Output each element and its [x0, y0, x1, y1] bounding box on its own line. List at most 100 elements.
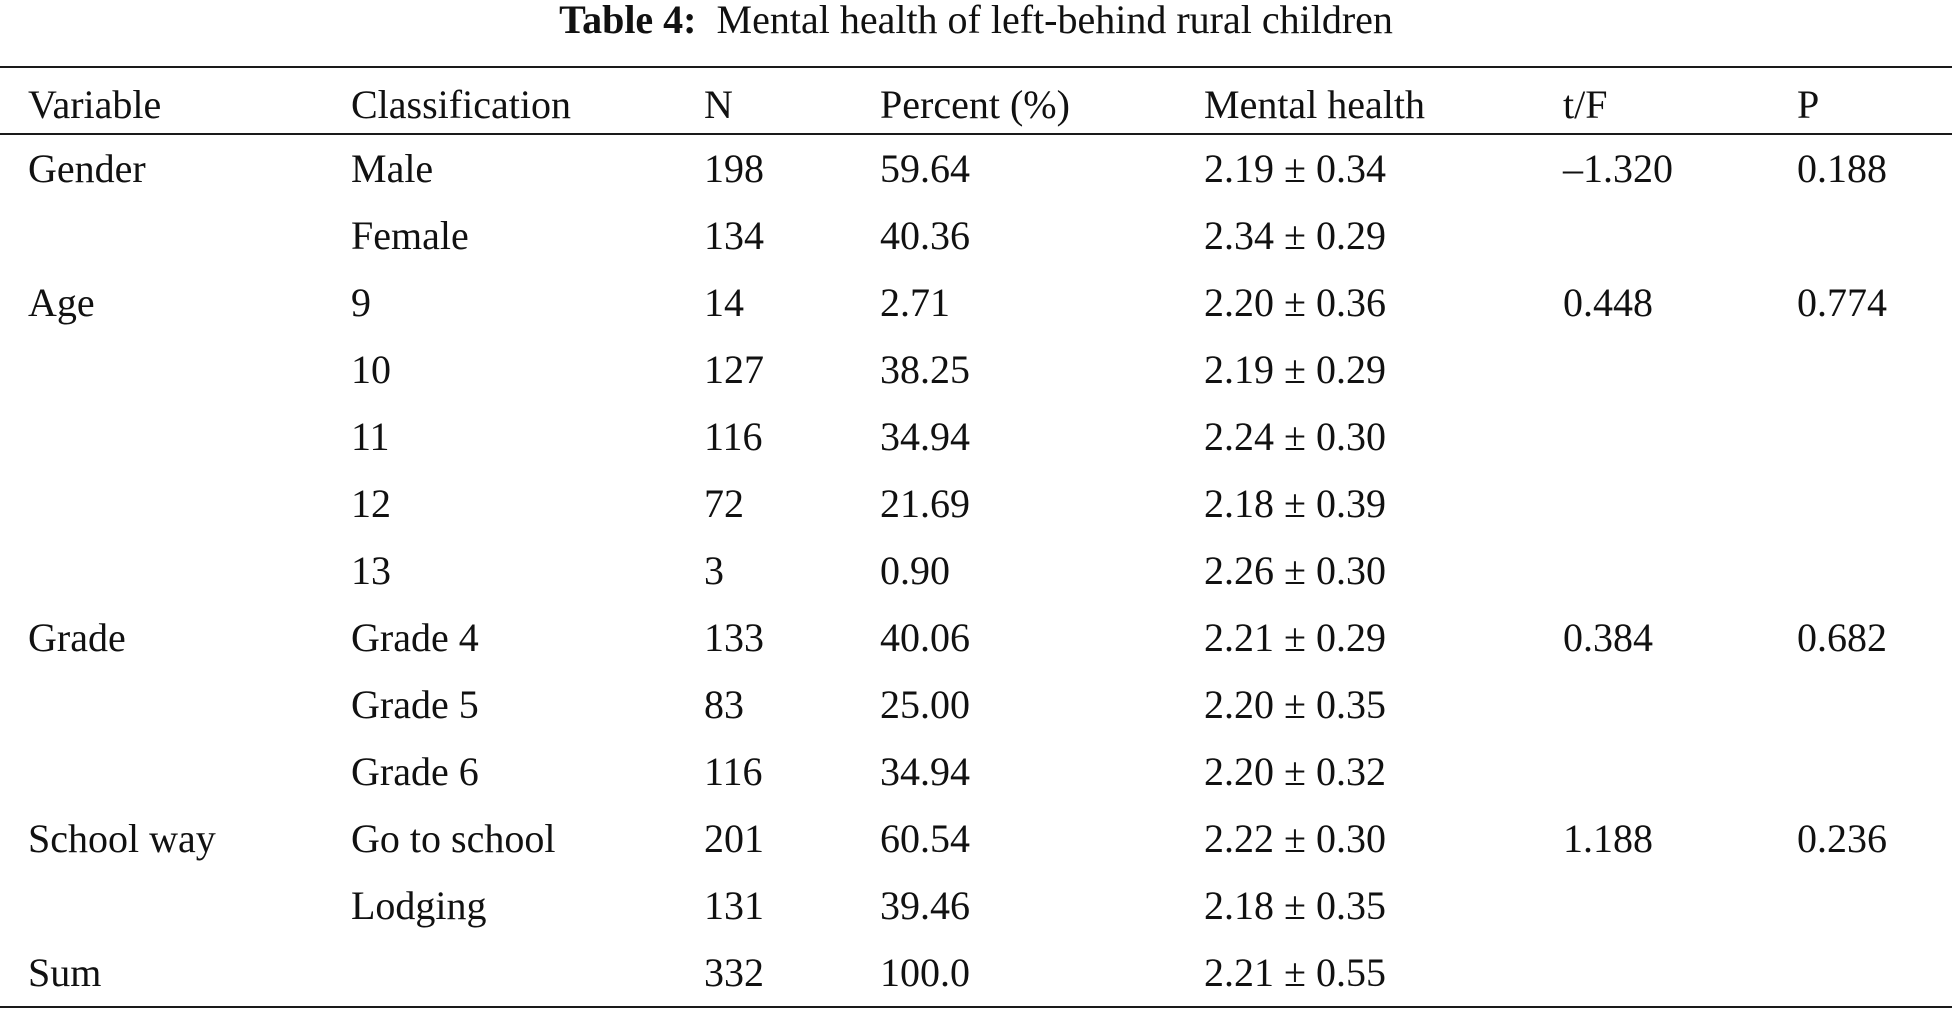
- cell-p: [1797, 537, 1952, 604]
- cell-mental-health: 2.21 ± 0.55: [1204, 950, 1386, 995]
- table-top-rule: [0, 66, 1952, 68]
- column-header-classification: Classification: [351, 81, 571, 127]
- cell-n: 83: [704, 682, 744, 727]
- cell-variable: [0, 738, 351, 805]
- cell-percent: 34.94: [880, 749, 970, 794]
- cell-variable: School way: [28, 816, 216, 861]
- table-header-rule: [0, 133, 1952, 135]
- cell-tf: [1563, 336, 1797, 403]
- cell-n: 131: [704, 883, 764, 928]
- cell-tf: –1.320: [1563, 146, 1673, 191]
- cell-tf: [1563, 403, 1797, 470]
- table-row: 13 3 0.90 2.26 ± 0.30: [0, 537, 1952, 604]
- cell-percent: 40.36: [880, 213, 970, 258]
- cell-n: 3: [704, 548, 724, 593]
- table-caption: Table 4: Mental health of left-behind ru…: [0, 0, 1952, 40]
- cell-variable: [0, 470, 351, 537]
- mental-health-table: Variable Classification N Percent (%) Me…: [0, 73, 1952, 1006]
- cell-tf: 1.188: [1563, 816, 1653, 861]
- cell-tf: [1563, 939, 1797, 1006]
- cell-n: 116: [704, 414, 763, 459]
- column-header-n: N: [704, 81, 733, 127]
- cell-tf: [1563, 671, 1797, 738]
- cell-percent: 100.0: [880, 950, 970, 995]
- cell-p: [1797, 403, 1952, 470]
- table-row: 10 127 38.25 2.19 ± 0.29: [0, 336, 1952, 403]
- cell-tf: [1563, 470, 1797, 537]
- cell-mental-health: 2.34 ± 0.29: [1204, 213, 1386, 258]
- cell-mental-health: 2.22 ± 0.30: [1204, 816, 1386, 861]
- cell-p: [1797, 470, 1952, 537]
- cell-tf: 0.384: [1563, 615, 1653, 660]
- cell-mental-health: 2.24 ± 0.30: [1204, 414, 1386, 459]
- cell-classification: Grade 4: [351, 615, 479, 660]
- cell-mental-health: 2.20 ± 0.36: [1204, 280, 1386, 325]
- cell-mental-health: 2.19 ± 0.29: [1204, 347, 1386, 392]
- table-row: 12 72 21.69 2.18 ± 0.39: [0, 470, 1952, 537]
- cell-classification: Male: [351, 146, 434, 191]
- cell-variable: [0, 537, 351, 604]
- cell-classification: Female: [351, 213, 469, 258]
- cell-percent: 0.90: [880, 548, 950, 593]
- cell-variable: Age: [28, 280, 95, 325]
- cell-tf: [1563, 537, 1797, 604]
- cell-p: 0.188: [1797, 146, 1887, 191]
- cell-mental-health: 2.19 ± 0.34: [1204, 146, 1386, 191]
- cell-n: 72: [704, 481, 744, 526]
- cell-variable: Grade: [28, 615, 126, 660]
- cell-percent: 59.64: [880, 146, 970, 191]
- table-row: Grade 5 83 25.00 2.20 ± 0.35: [0, 671, 1952, 738]
- table-row: 11 116 34.94 2.24 ± 0.30: [0, 403, 1952, 470]
- cell-variable: Sum: [28, 950, 102, 995]
- cell-variable: [0, 403, 351, 470]
- cell-p: [1797, 939, 1952, 1006]
- cell-n: 201: [704, 816, 764, 861]
- cell-n: 332: [704, 950, 764, 995]
- cell-classification: [351, 939, 704, 1006]
- cell-tf: [1563, 738, 1797, 805]
- cell-variable: [0, 872, 351, 939]
- table-row: Grade 6 116 34.94 2.20 ± 0.32: [0, 738, 1952, 805]
- cell-n: 14: [704, 280, 744, 325]
- table-row: Gender Male 198 59.64 2.19 ± 0.34 –1.320 0.188: [0, 135, 1952, 202]
- table-row: Female 134 40.36 2.34 ± 0.29: [0, 202, 1952, 269]
- cell-p: [1797, 671, 1952, 738]
- cell-classification: 12: [351, 481, 391, 526]
- cell-classification: Grade 5: [351, 682, 479, 727]
- cell-n: 127: [704, 347, 764, 392]
- cell-mental-health: 2.21 ± 0.29: [1204, 615, 1386, 660]
- cell-p: 0.236: [1797, 816, 1887, 861]
- column-header-p: P: [1797, 81, 1820, 127]
- cell-tf: 0.448: [1563, 280, 1653, 325]
- cell-classification: Lodging: [351, 883, 487, 928]
- cell-percent: 2.71: [880, 280, 950, 325]
- table-caption-label: Table 4:: [559, 0, 697, 42]
- cell-n: 133: [704, 615, 764, 660]
- cell-classification: 9: [351, 280, 371, 325]
- table-caption-text: Mental health of left-behind rural child…: [716, 0, 1393, 42]
- cell-p: [1797, 738, 1952, 805]
- column-header-variable: Variable: [28, 81, 162, 127]
- column-header-percent: Percent (%): [880, 81, 1070, 127]
- cell-variable: Gender: [28, 146, 146, 191]
- cell-variable: [0, 202, 351, 269]
- cell-classification: Grade 6: [351, 749, 479, 794]
- cell-n: 116: [704, 749, 763, 794]
- table-bottom-rule: [0, 1006, 1952, 1008]
- cell-percent: 39.46: [880, 883, 970, 928]
- cell-mental-health: 2.18 ± 0.39: [1204, 481, 1386, 526]
- cell-classification: 10: [351, 347, 391, 392]
- cell-p: [1797, 202, 1952, 269]
- cell-tf: [1563, 202, 1797, 269]
- cell-p: [1797, 872, 1952, 939]
- table-row: School way Go to school 201 60.54 2.22 ± 0.3…: [0, 805, 1952, 872]
- cell-tf: [1563, 872, 1797, 939]
- cell-n: 134: [704, 213, 764, 258]
- cell-mental-health: 2.26 ± 0.30: [1204, 548, 1386, 593]
- cell-mental-health: 2.20 ± 0.32: [1204, 749, 1386, 794]
- table-row: Age 9 14 2.71 2.20 ± 0.36 0.448 0.774: [0, 269, 1952, 336]
- cell-classification: 13: [351, 548, 391, 593]
- cell-mental-health: 2.18 ± 0.35: [1204, 883, 1386, 928]
- table-row: Grade Grade 4 133 40.06 2.21 ± 0.29 0.384 0.68…: [0, 604, 1952, 671]
- table-row: Lodging 131 39.46 2.18 ± 0.35: [0, 872, 1952, 939]
